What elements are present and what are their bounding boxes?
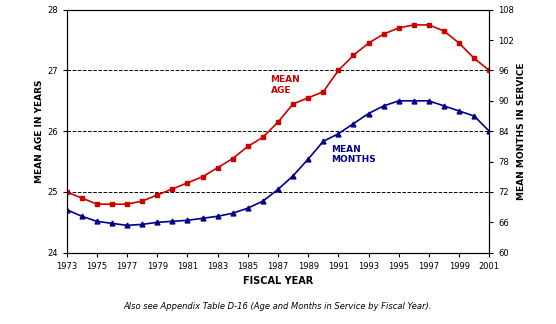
X-axis label: FISCAL YEAR: FISCAL YEAR	[243, 276, 313, 286]
Text: Also see Appendix Table D-16 (Age and Months in Service by Fiscal Year).: Also see Appendix Table D-16 (Age and Mo…	[124, 302, 432, 311]
Y-axis label: MEAN MONTHS IN SERVICE: MEAN MONTHS IN SERVICE	[517, 63, 526, 200]
Text: MEAN
AGE: MEAN AGE	[270, 75, 300, 95]
Y-axis label: MEAN AGE IN YEARS: MEAN AGE IN YEARS	[35, 79, 44, 183]
Text: MEAN
MONTHS: MEAN MONTHS	[331, 145, 375, 164]
